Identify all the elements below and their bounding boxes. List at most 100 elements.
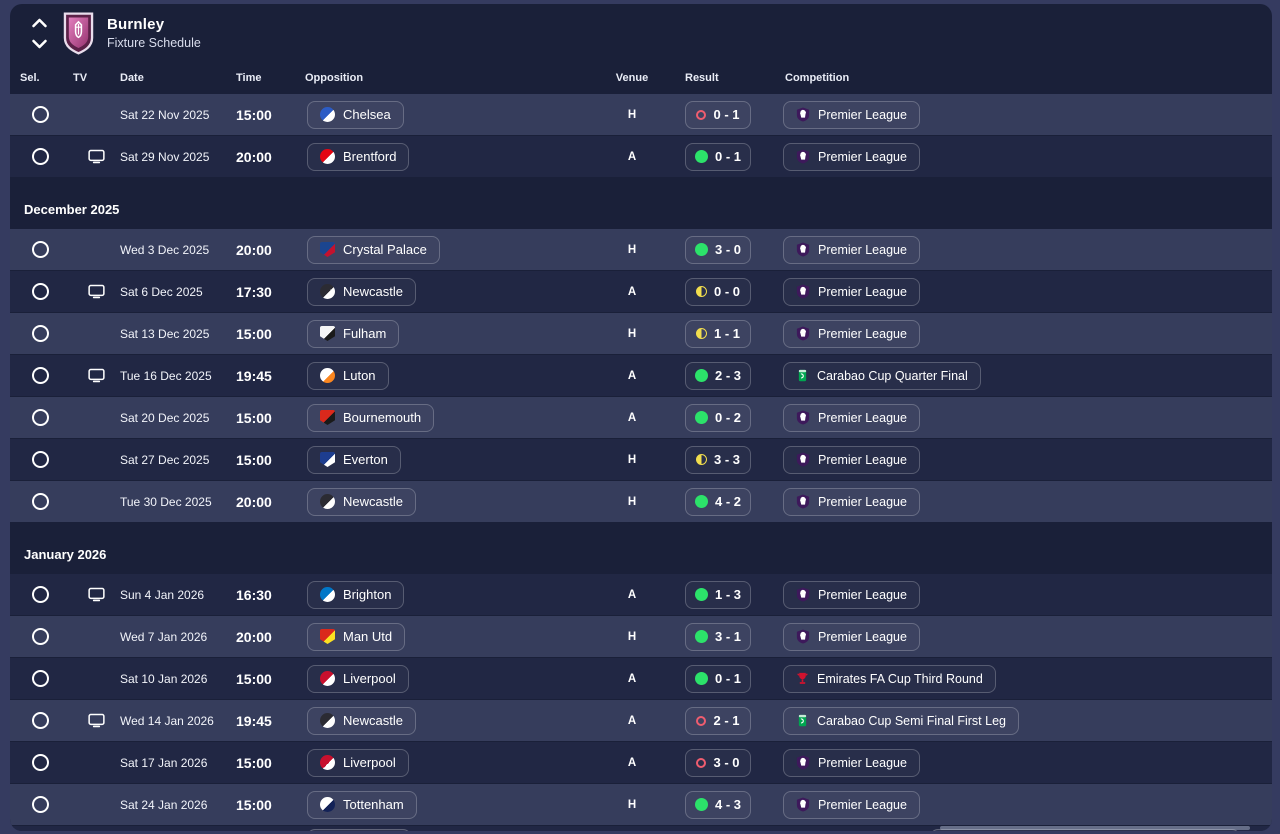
select-radio[interactable] <box>32 493 49 510</box>
fixture-row[interactable]: Sat 29 Nov 2025 20:00 Brentford A 0 - 1 … <box>10 136 1272 177</box>
competition-button[interactable]: Emirates FA Cup Third Round <box>783 664 996 693</box>
opposition-button[interactable]: Chelsea <box>307 100 404 129</box>
opposition-button[interactable]: Bournemouth <box>307 403 435 432</box>
select-radio[interactable] <box>32 148 49 165</box>
select-radio[interactable] <box>32 796 49 813</box>
opposition-button[interactable]: Tottenham <box>307 790 417 819</box>
fixture-row[interactable]: Sat 13 Dec 2025 15:00 Fulham H 1 - 1 Pre… <box>10 313 1272 354</box>
opposition-button[interactable]: Man Utd <box>307 622 406 651</box>
result-score: 0 - 1 <box>715 671 742 686</box>
select-radio[interactable] <box>32 241 49 258</box>
select-radio[interactable] <box>32 106 49 123</box>
competition-button[interactable]: Premier League <box>783 790 920 819</box>
result-button[interactable]: 3 - 0 <box>685 748 751 777</box>
result-button[interactable]: 4 - 2 <box>685 487 752 516</box>
opposition-button[interactable]: Newcastle <box>307 487 416 516</box>
premier-league-icon <box>796 107 810 122</box>
fixture-row[interactable]: Wed 7 Jan 2026 20:00 Man Utd H 3 - 1 Pre… <box>10 616 1272 657</box>
result-button[interactable]: 2 - 3 <box>685 361 752 390</box>
result-button[interactable]: 3 - 0 <box>685 235 752 264</box>
competition-button[interactable]: Premier League <box>783 487 920 516</box>
fixture-date: Wed 14 Jan 2026 <box>120 713 214 728</box>
select-radio[interactable] <box>32 283 49 300</box>
column-header-sel[interactable]: Sel. <box>20 72 40 84</box>
column-header-venue[interactable]: Venue <box>615 72 649 84</box>
fixture-row[interactable]: Sat 24 Jan 2026 15:00 Tottenham H 4 - 3 … <box>10 784 1272 825</box>
result-button[interactable]: 1 - 3 <box>685 580 752 609</box>
competition-button[interactable]: Carabao Cup Quarter Final <box>783 361 981 390</box>
result-indicator-icon <box>695 243 708 256</box>
select-radio[interactable] <box>32 451 49 468</box>
fixture-row[interactable]: Sat 6 Dec 2025 17:30 Newcastle A 0 - 0 P… <box>10 271 1272 312</box>
scrollbar-thumb[interactable] <box>940 826 1250 830</box>
competition-button[interactable]: Premier League <box>783 235 920 264</box>
opposition-button[interactable]: Brighton <box>307 580 405 609</box>
opposition-button[interactable]: Newcastle <box>307 706 416 735</box>
column-header-result[interactable]: Result <box>685 72 719 84</box>
opposition-name: Everton <box>343 452 388 467</box>
opposition-button[interactable]: Crystal Palace <box>307 235 440 264</box>
competition-button[interactable]: Premier League <box>783 403 920 432</box>
select-radio[interactable] <box>32 670 49 687</box>
column-header-date[interactable]: Date <box>120 72 144 84</box>
competition-button[interactable]: Carabao Cup Semi Final First Leg <box>783 706 1019 735</box>
select-radio[interactable] <box>32 754 49 771</box>
result-button[interactable]: 3 - 3 <box>685 445 751 474</box>
select-radio[interactable] <box>32 409 49 426</box>
venue-indicator: H <box>627 495 637 508</box>
result-button[interactable]: 4 - 3 <box>685 790 752 819</box>
select-radio[interactable] <box>32 367 49 384</box>
column-header-opposition[interactable]: Opposition <box>305 72 364 84</box>
result-score: 0 - 0 <box>713 284 740 299</box>
result-button[interactable]: 0 - 1 <box>685 664 752 693</box>
fixture-row[interactable]: Wed 3 Dec 2025 20:00 Crystal Palace H 3 … <box>10 229 1272 270</box>
result-button[interactable]: 3 - 1 <box>685 622 752 651</box>
opposition-button[interactable]: Fulham <box>307 319 400 348</box>
fixture-date: Wed 7 Jan 2026 <box>120 629 208 644</box>
select-radio[interactable] <box>32 712 49 729</box>
competition-button[interactable]: Premier League <box>783 142 920 171</box>
competition-label: Premier League <box>818 149 907 164</box>
result-indicator-icon <box>695 150 708 163</box>
fixture-row[interactable]: Sat 27 Dec 2025 15:00 Everton H 3 - 3 Pr… <box>10 439 1272 480</box>
competition-button[interactable]: Premier League <box>783 580 920 609</box>
premier-league-icon <box>796 284 810 299</box>
result-button[interactable]: 2 - 1 <box>685 706 751 735</box>
competition-button[interactable]: Premier League <box>783 277 920 306</box>
fa-cup-icon <box>796 671 809 686</box>
fixture-row[interactable]: Sun 4 Jan 2026 16:30 Brighton A 1 - 3 Pr… <box>10 574 1272 615</box>
next-team-button[interactable] <box>29 37 50 51</box>
opposition-button[interactable]: Luton <box>307 361 389 390</box>
select-radio[interactable] <box>32 325 49 342</box>
competition-button[interactable]: Premier League <box>783 319 920 348</box>
fixture-row[interactable]: Sat 20 Dec 2025 15:00 Bournemouth A 0 - … <box>10 397 1272 438</box>
result-button[interactable]: 1 - 1 <box>685 319 751 348</box>
result-indicator-icon <box>695 588 708 601</box>
fixture-row[interactable]: Sat 10 Jan 2026 15:00 Liverpool A 0 - 1 … <box>10 658 1272 699</box>
select-radio[interactable] <box>32 628 49 645</box>
prev-team-button[interactable] <box>29 16 50 30</box>
competition-button[interactable]: Premier League <box>783 100 920 129</box>
column-header-time[interactable]: Time <box>236 72 262 84</box>
fixture-row[interactable]: Sat 17 Jan 2026 15:00 Liverpool A 3 - 0 … <box>10 742 1272 783</box>
result-button[interactable]: 0 - 1 <box>685 100 751 129</box>
result-button[interactable]: 0 - 0 <box>685 277 751 306</box>
opposition-button[interactable]: Newcastle <box>307 277 416 306</box>
competition-button[interactable]: Premier League <box>783 622 920 651</box>
result-button[interactable]: 0 - 1 <box>685 142 752 171</box>
competition-button[interactable]: Premier League <box>783 445 920 474</box>
opposition-button[interactable]: Everton <box>307 445 401 474</box>
opposition-button[interactable]: Liverpool <box>307 664 409 693</box>
column-header-competition[interactable]: Competition <box>785 72 850 84</box>
fixture-row[interactable]: Tue 30 Dec 2025 20:00 Newcastle H 4 - 2 … <box>10 481 1272 522</box>
opposition-button[interactable]: Brentford <box>307 142 410 171</box>
column-header-tv[interactable]: TV <box>73 72 88 84</box>
fixture-row[interactable]: Sat 22 Nov 2025 15:00 Chelsea H 0 - 1 Pr… <box>10 94 1272 135</box>
result-button[interactable]: 0 - 2 <box>685 403 752 432</box>
opposition-button[interactable]: Liverpool <box>307 748 409 777</box>
carabao-cup-icon <box>796 368 809 383</box>
competition-button[interactable]: Premier League <box>783 748 920 777</box>
fixture-row[interactable]: Tue 16 Dec 2025 19:45 Luton A 2 - 3 Cara… <box>10 355 1272 396</box>
select-radio[interactable] <box>32 586 49 603</box>
fixture-row[interactable]: Wed 14 Jan 2026 19:45 Newcastle A 2 - 1 … <box>10 700 1272 741</box>
